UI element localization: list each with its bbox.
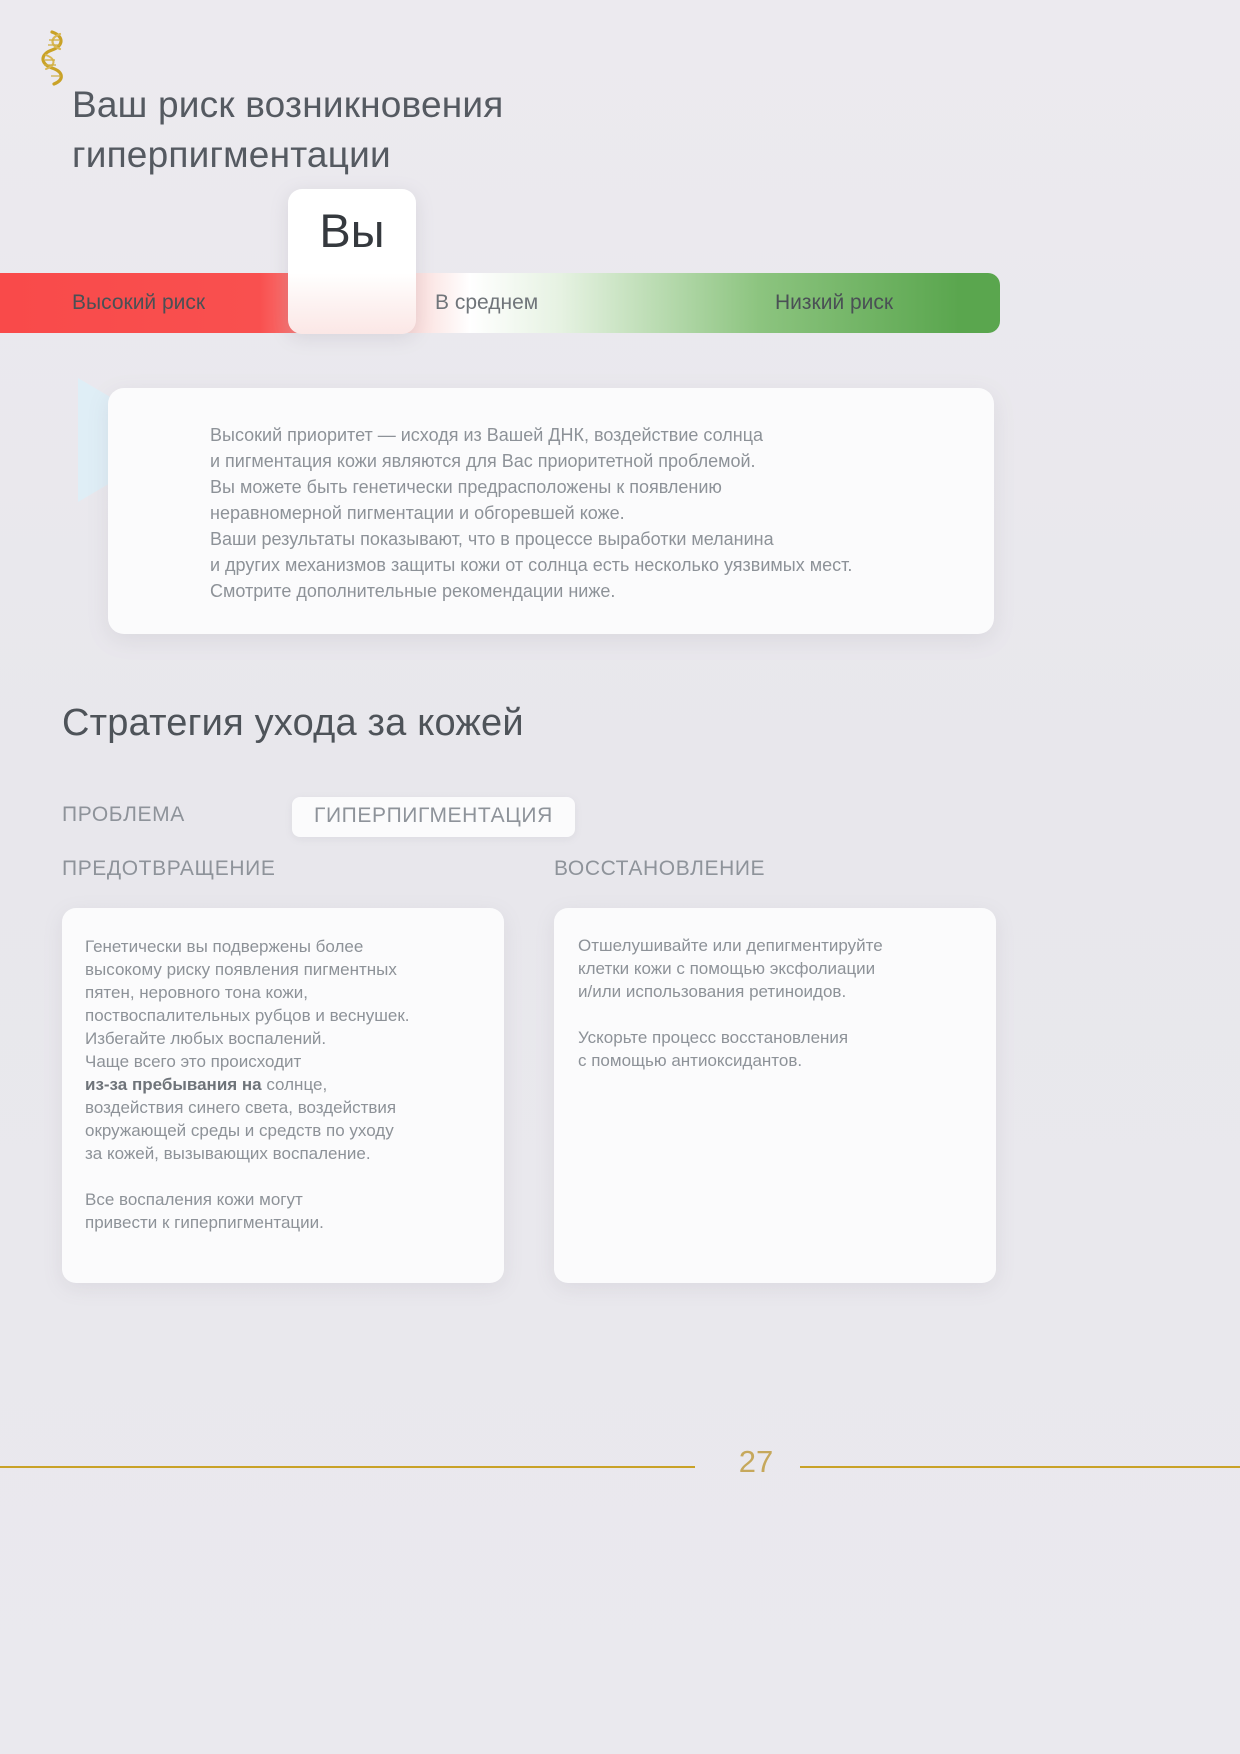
dna-helix-icon (38, 28, 78, 88)
prevention-panel: Генетически вы подвержены более высокому… (62, 908, 504, 1283)
you-marker-label: Вы (319, 204, 385, 257)
restoration-panel: Отшелушивайте или депигментируйте клетки… (554, 908, 996, 1283)
priority-info-card: Высокий приоритет — исходя из Вашей ДНК,… (108, 388, 994, 634)
restoration-text: Отшелушивайте или депигментируйте клетки… (578, 936, 883, 1070)
risk-label-high: Высокий риск (72, 291, 206, 314)
problem-label: ПРОБЛЕМА (62, 803, 185, 826)
problem-row: ПРОБЛЕМА ГИПЕРПИГМЕНТАЦИЯ (62, 797, 762, 837)
you-position-marker: Вы (288, 189, 416, 334)
prevention-text: Генетически вы подвержены более высокому… (85, 935, 485, 1234)
prevention-text-part2: солнце, воздействия синего света, воздей… (85, 1075, 397, 1232)
prevention-text-emphasis: из-за пребывания на (85, 1075, 262, 1094)
risk-scale-bar: Высокий риск В среднем Низкий риск (0, 273, 1000, 333)
column-header-restoration: ВОССТАНОВЛЕНИЕ (554, 857, 766, 880)
strategy-section-title: Стратегия ухода за кожей (62, 702, 524, 744)
prevention-text-part1: Генетически вы подвержены более высокому… (85, 937, 410, 1071)
footer-rule-right (800, 1466, 1240, 1468)
page-title: Ваш риск возникновения гиперпигментации (72, 84, 504, 175)
column-header-prevention: ПРЕДОТВРАЩЕНИЕ (62, 857, 276, 880)
footer-rule-left (0, 1466, 695, 1468)
priority-info-text: Высокий приоритет — исходя из Вашей ДНК,… (210, 425, 853, 601)
risk-label-mid: В среднем (435, 291, 539, 314)
page-number: 27 (738, 1444, 774, 1479)
problem-value-chip: ГИПЕРПИГМЕНТАЦИЯ (292, 797, 575, 837)
risk-label-low: Низкий риск (775, 291, 894, 314)
